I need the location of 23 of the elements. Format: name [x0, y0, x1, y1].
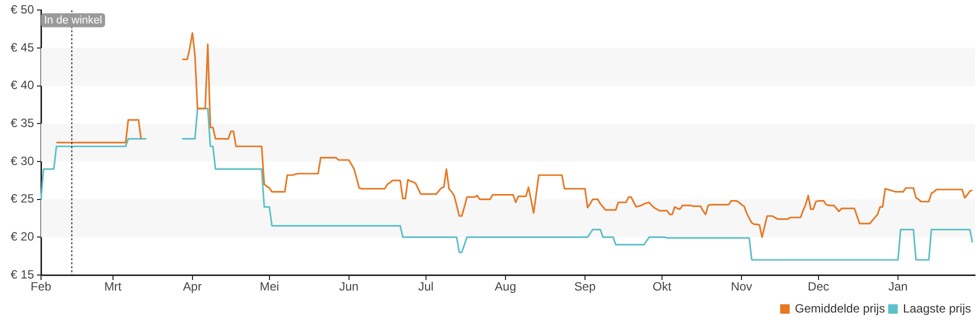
- legend-label: Gemiddelde prijs: [794, 301, 885, 316]
- y-tick-label: € 45: [10, 40, 34, 54]
- legend-label: Laagste prijs: [902, 301, 972, 316]
- y-tick-label: € 40: [10, 78, 34, 92]
- x-tick-label: Aug: [494, 280, 516, 294]
- y-tick-label: € 30: [10, 154, 34, 168]
- x-tick-label: Mrt: [104, 280, 122, 294]
- x-tick-label: Feb: [30, 280, 52, 294]
- y-tick-label: € 15: [10, 267, 34, 282]
- x-tick-label: Apr: [183, 280, 202, 294]
- y-tick-label: € 25: [10, 192, 34, 206]
- x-tick-label: Jan: [888, 280, 908, 294]
- y-tick-label: € 20: [10, 229, 34, 244]
- x-tick-label: Dec: [808, 280, 830, 294]
- y-tick-label: € 35: [10, 116, 34, 130]
- x-tick-label: Jul: [418, 280, 434, 294]
- x-tick-label: Sep: [574, 280, 596, 294]
- y-tick-label: € 50: [10, 2, 34, 17]
- x-tick-label: Mei: [260, 280, 280, 294]
- x-tick-label: Nov: [730, 280, 752, 294]
- x-tick-label: Jun: [339, 280, 359, 294]
- annotation: In de winkel: [44, 14, 102, 27]
- x-tick-label: Okt: [652, 280, 672, 294]
